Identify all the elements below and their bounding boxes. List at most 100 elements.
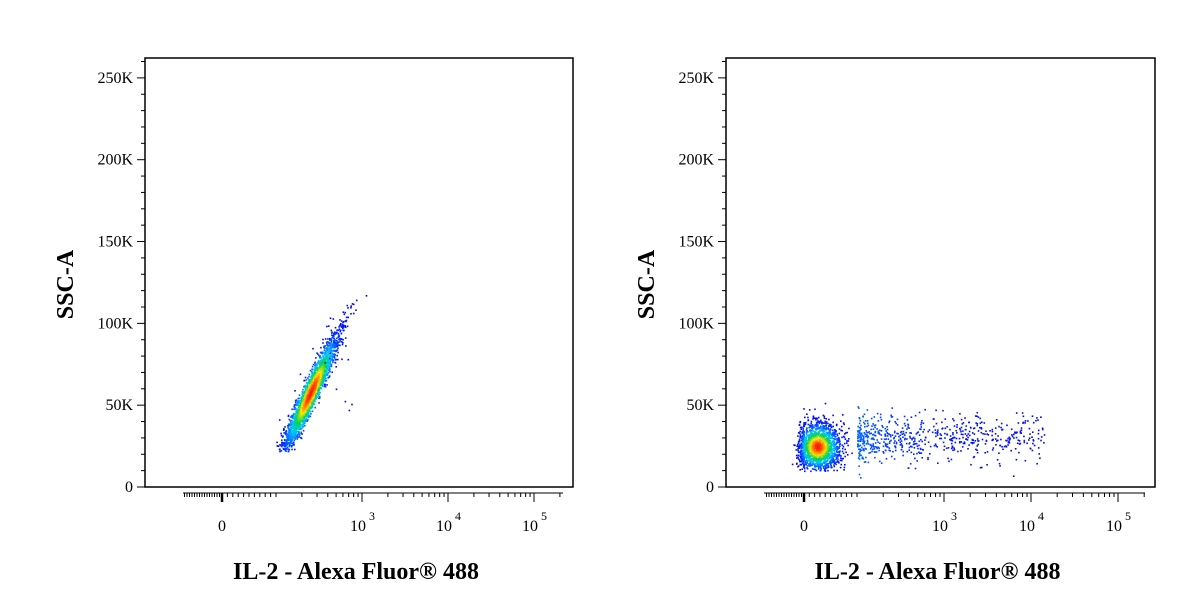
event-dot (935, 445, 937, 447)
event-dot (1028, 439, 1030, 441)
event-dot (302, 388, 304, 391)
event-dot (817, 446, 820, 448)
event-dot (295, 412, 297, 415)
event-dot (811, 429, 813, 431)
event-dot (1014, 431, 1016, 433)
event-dot (866, 439, 869, 442)
event-dot (1031, 449, 1034, 452)
event-dot (291, 417, 293, 419)
event-dot (810, 470, 812, 473)
event-dot (823, 427, 826, 429)
event-dot (316, 389, 318, 392)
event-dot (312, 376, 315, 379)
event-dot (815, 454, 818, 456)
event-dot (894, 440, 896, 442)
event-dot (299, 419, 302, 422)
event-dot (873, 451, 876, 453)
event-dot (320, 387, 323, 389)
event-dot (831, 441, 834, 444)
event-dot (965, 425, 968, 427)
event-dot (315, 390, 317, 392)
event-dot (1028, 427, 1031, 430)
event-dot (857, 440, 859, 442)
event-dot (317, 362, 319, 365)
event-dot (337, 334, 340, 336)
event-dot (836, 441, 838, 443)
event-dot (933, 425, 935, 428)
event-dot (900, 430, 903, 433)
event-dot (904, 437, 906, 440)
event-dot (320, 381, 322, 383)
event-dot (323, 371, 326, 373)
event-dot (333, 346, 336, 349)
event-dot (295, 431, 298, 434)
event-dot (819, 439, 821, 442)
event-dot (831, 448, 833, 451)
event-dot (329, 339, 331, 341)
event-dot (890, 435, 892, 438)
event-dot (801, 460, 803, 463)
event-dot (838, 441, 841, 444)
event-dot (859, 439, 861, 441)
event-dot (927, 458, 929, 461)
event-dot (795, 449, 798, 451)
event-dot (313, 384, 315, 386)
event-dot (284, 433, 287, 435)
event-dot (310, 370, 313, 373)
event-dot (825, 452, 828, 454)
event-dot (315, 369, 317, 371)
event-dot (342, 327, 344, 330)
event-dot (832, 438, 835, 440)
event-dot (813, 451, 815, 453)
event-dot (815, 456, 817, 459)
event-dot (340, 325, 343, 328)
event-dot (327, 365, 329, 368)
event-dot (838, 446, 840, 448)
event-dot (827, 452, 830, 455)
event-dot (920, 421, 923, 424)
event-dot (908, 449, 910, 451)
event-dot (336, 329, 338, 331)
event-dot (884, 435, 887, 437)
event-dot (290, 416, 292, 418)
event-dot (803, 467, 806, 469)
event-dot (308, 407, 310, 409)
event-dot (327, 350, 330, 353)
event-dot (311, 383, 314, 385)
event-dot (321, 371, 324, 374)
event-dot (826, 443, 829, 445)
event-dot (290, 432, 293, 434)
event-dot (842, 452, 845, 455)
event-dot (345, 345, 347, 347)
event-dot (285, 441, 288, 443)
event-dot (1010, 428, 1013, 431)
event-dot (858, 422, 861, 425)
event-dot (835, 443, 837, 446)
event-dot (864, 447, 866, 450)
event-dot (303, 416, 306, 418)
event-dot (821, 429, 824, 431)
event-dot (338, 326, 340, 328)
event-dot (828, 457, 831, 460)
event-dot (833, 445, 836, 447)
event-dot (330, 340, 333, 342)
y-tick-label: 100K (97, 315, 133, 332)
event-dot (304, 425, 306, 427)
event-dot (322, 379, 325, 381)
event-dot (290, 435, 293, 437)
event-dot (823, 415, 826, 418)
event-dot (802, 461, 805, 463)
event-dot (1017, 439, 1020, 441)
event-dot (810, 454, 813, 457)
event-dot (812, 445, 814, 447)
event-dot (291, 439, 293, 441)
event-dot (328, 342, 330, 345)
event-dot (803, 436, 806, 439)
event-dot (861, 434, 863, 436)
event-dot (910, 451, 913, 454)
event-dot (286, 436, 289, 439)
event-dot (970, 463, 972, 466)
event-dot (977, 416, 980, 418)
event-dot (902, 432, 905, 435)
